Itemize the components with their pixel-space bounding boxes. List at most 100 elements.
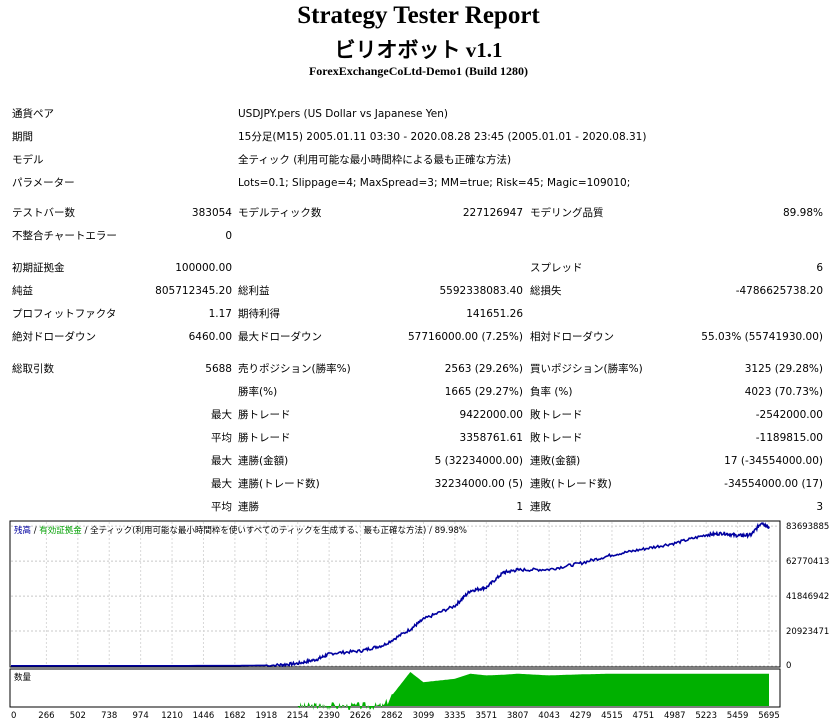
x-tick-label-15: 3571 — [475, 711, 497, 721]
relative-drawdown-value: 55.03% (55741930.00) — [701, 331, 823, 343]
short-positions-label: 売りポジション(勝率%) — [238, 363, 351, 375]
x-tick-label-0: 0 — [11, 711, 16, 721]
x-tick-label-2: 502 — [70, 711, 86, 721]
consecutive-wins-money-value: 5 (32234000.00) — [434, 455, 523, 467]
spread-value: 6 — [816, 262, 823, 274]
balance-line — [11, 521, 770, 668]
net-profit-value: 805712345.20 — [155, 285, 232, 297]
y-tick-label-4: 83693885 — [786, 522, 829, 532]
gross-profit-label: 総利益 — [238, 285, 270, 297]
grid-vertical — [45, 522, 770, 666]
consecutive-loss-label: 連敗(トレード数) — [530, 478, 612, 490]
period-value: 15分足(M15) 2005.01.11 03:30 - 2020.08.28 … — [238, 131, 647, 143]
x-tick-label-1: 266 — [38, 711, 54, 721]
x-tick-label-8: 1918 — [255, 711, 277, 721]
x-tick-label-6: 1446 — [193, 711, 215, 721]
x-tick-label-12: 2862 — [381, 711, 403, 721]
svg-text:残高 / 有効証拠金 / 全ティック(利用可能な最小時間枠を: 残高 / 有効証拠金 / 全ティック(利用可能な最小時間枠を使いすべてのティック… — [14, 525, 467, 536]
x-axis-labels: 0 266 502 738 974 1210 1446 1682 1918 2154 2390 262… — [11, 711, 780, 721]
report-title: Strategy Tester Report — [297, 2, 540, 29]
net-profit-label: 純益 — [12, 285, 33, 297]
x-tick-label-19: 4515 — [601, 711, 623, 721]
gross-loss-label: 総損失 — [530, 285, 562, 297]
x-tick-label-7: 1682 — [224, 711, 246, 721]
consecutive-losses-money-value: 17 (-34554000.00) — [724, 455, 823, 467]
consecutive-profit-value: 32234000.00 (5) — [434, 478, 523, 490]
largest-loss-value: -2542000.00 — [755, 409, 823, 421]
largest-loss-label: 敗トレード — [530, 409, 583, 421]
x-tick-label-13: 3099 — [413, 711, 435, 721]
long-positions-value: 3125 (29.28%) — [744, 363, 823, 375]
lots-area — [11, 672, 769, 711]
x-tick-label-11: 2626 — [350, 711, 372, 721]
average-label: 平均 — [211, 432, 232, 444]
mismatch-value: 0 — [225, 230, 232, 242]
account-build: ForexExchangeCoLtd-Demo1 (Build 1280) — [308, 64, 529, 78]
symbol-value: USDJPY.pers (US Dollar vs Japanese Yen) — [238, 108, 448, 120]
relative-drawdown-label: 相対ドローダウン — [530, 331, 614, 343]
legend-quality: 89.98% — [435, 526, 467, 536]
y-axis-labels: 0 20923471 41846942 62770413 83693885 — [786, 522, 829, 671]
quality-label: モデリング品質 — [530, 207, 604, 219]
total-trades-value: 5688 — [205, 363, 232, 375]
consecutive-loss-value: -34554000.00 (17) — [724, 478, 823, 490]
gross-loss-value: -4786625738.20 — [735, 285, 823, 297]
quality-value: 89.98% — [782, 207, 823, 219]
y-tick-label-3: 62770413 — [786, 557, 829, 567]
max-consecutive-label: 最大 — [211, 455, 232, 467]
bars-value: 383054 — [191, 207, 232, 219]
profit-factor-value: 1.17 — [208, 308, 232, 320]
average-loss-value: -1189815.00 — [755, 432, 823, 444]
average-loss-label: 敗トレード — [530, 432, 583, 444]
grid-horizontal — [11, 525, 779, 667]
x-tick-label-20: 4751 — [633, 711, 655, 721]
max-drawdown-label: 最大ドローダウン — [238, 331, 322, 343]
spread-label: スプレッド — [530, 262, 583, 274]
average-consecutive-losses-value: 3 — [816, 501, 823, 513]
legend-model: 全ティック(利用可能な最小時間枠を使いすべてのティックを生成する、最も正確な方法… — [90, 525, 426, 536]
x-tick-label-10: 2390 — [318, 711, 340, 721]
consecutive-losses-money-label: 連敗(金額) — [530, 455, 581, 467]
symbol-label: 通貨ペア — [12, 108, 54, 120]
largest-label: 最大 — [211, 409, 232, 421]
average-consecutive-wins-value: 1 — [516, 501, 523, 513]
profit-factor-label: プロフィットファクタ — [12, 308, 117, 320]
model-label: モデル — [12, 154, 44, 166]
max-consecutive-profit-label: 最大 — [211, 478, 232, 490]
total-trades-label: 総取引数 — [12, 363, 54, 375]
absolute-drawdown-value: 6460.00 — [188, 331, 232, 343]
average-consecutive-wins-label: 連勝 — [238, 501, 259, 513]
legend-balance: 残高 — [14, 525, 31, 536]
x-tick-label-9: 2154 — [287, 711, 309, 721]
loss-rate-value: 4023 (70.73%) — [744, 386, 823, 398]
x-tick-label-16: 3807 — [507, 711, 529, 721]
average-win-label: 勝トレード — [238, 432, 291, 444]
average-consecutive-losses-label: 連敗 — [530, 501, 551, 513]
x-tick-label-14: 3335 — [444, 711, 466, 721]
x-tick-label-24: 5695 — [758, 711, 780, 721]
lots-panel-label: 数量 — [14, 672, 32, 683]
x-tick-label-21: 4987 — [664, 711, 686, 721]
mismatch-label: 不整合チャートエラー — [12, 230, 117, 242]
bars-label: テストバー数 — [12, 207, 75, 219]
consecutive-wins-money-label: 連勝(金額) — [238, 455, 289, 467]
deposit-value: 100000.00 — [175, 262, 232, 274]
gross-profit-value: 5592338083.40 — [439, 285, 523, 297]
y-tick-label-2: 41846942 — [786, 592, 829, 602]
average-win-value: 3358761.61 — [459, 432, 523, 444]
deposit-label: 初期証拠金 — [12, 262, 65, 274]
period-label: 期間 — [12, 131, 33, 143]
y-tick-label-1: 20923471 — [786, 627, 829, 637]
main-panel-frame — [9, 520, 781, 668]
expected-payoff-label: 期待利得 — [238, 308, 280, 320]
ea-name: ビリオボット v1.1 — [334, 38, 503, 62]
win-rate-value: 1665 (29.27%) — [444, 386, 523, 398]
x-tick-label-4: 974 — [133, 711, 149, 721]
x-tick-label-23: 5459 — [727, 711, 749, 721]
x-tick-label-17: 4043 — [538, 711, 560, 721]
model-value: 全ティック (利用可能な最小時間枠による最も正確な方法) — [238, 154, 512, 166]
y-tick-label-0: 0 — [786, 661, 791, 671]
largest-win-label: 勝トレード — [238, 409, 291, 421]
ticks-label: モデルティック数 — [238, 207, 322, 219]
short-positions-value: 2563 (29.26%) — [444, 363, 523, 375]
